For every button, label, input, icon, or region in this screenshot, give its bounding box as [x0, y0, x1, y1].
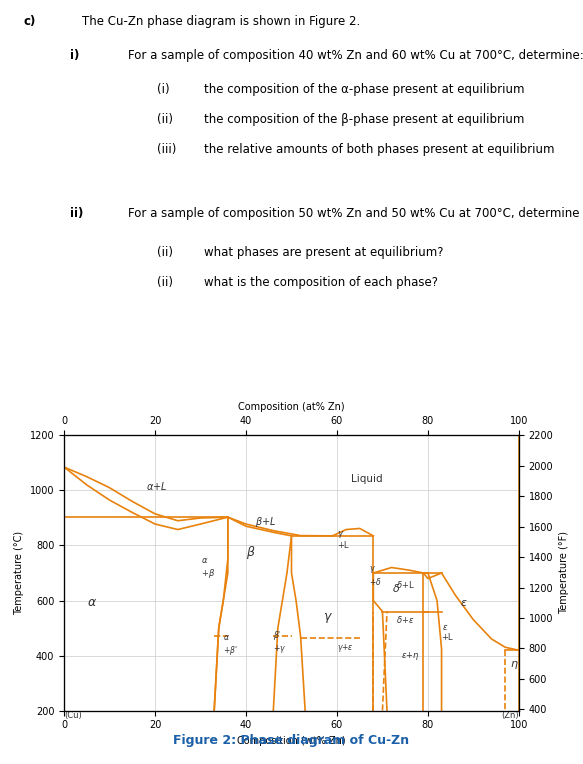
Text: (ii): (ii) [157, 276, 173, 289]
Text: Figure 2: Phase diagram of Cu-Zn: Figure 2: Phase diagram of Cu-Zn [173, 734, 410, 747]
Text: $\alpha$+L: $\alpha$+L [146, 481, 167, 493]
Text: $\beta$'
+$\gamma$: $\beta$' +$\gamma$ [273, 629, 286, 656]
Text: (iii): (iii) [157, 143, 177, 157]
Text: Liquid: Liquid [350, 474, 382, 484]
Text: $\delta$+$\varepsilon$: $\delta$+$\varepsilon$ [396, 613, 415, 624]
Text: For a sample of composition 40 wt% Zn and 60 wt% Cu at 700°C, determine:: For a sample of composition 40 wt% Zn an… [128, 49, 583, 62]
Text: $\beta$: $\beta$ [246, 545, 255, 562]
Text: ii): ii) [70, 207, 83, 221]
Text: $\varepsilon$: $\varepsilon$ [460, 598, 468, 608]
Text: $\gamma$
+$\delta$: $\gamma$ +$\delta$ [369, 564, 381, 588]
Text: the composition of the β-phase present at equilibrium: the composition of the β-phase present a… [204, 113, 525, 126]
X-axis label: Composition (at% Zn): Composition (at% Zn) [238, 402, 345, 413]
Text: $\varepsilon$+$\eta$: $\varepsilon$+$\eta$ [401, 650, 419, 662]
Text: the composition of the α-phase present at equilibrium: the composition of the α-phase present a… [204, 83, 525, 96]
Text: (ii): (ii) [157, 246, 173, 259]
Text: For a sample of composition 50 wt% Zn and 50 wt% Cu at 700°C, determine: For a sample of composition 50 wt% Zn an… [128, 207, 580, 221]
Text: i): i) [70, 49, 79, 62]
Text: (ii): (ii) [157, 113, 173, 126]
Text: $\alpha$
+$\beta$': $\alpha$ +$\beta$' [223, 633, 238, 657]
Text: $\eta$: $\eta$ [510, 659, 518, 671]
Text: $\gamma$
+L: $\gamma$ +L [337, 529, 349, 550]
Y-axis label: Temperature (°F): Temperature (°F) [559, 532, 569, 614]
Text: the relative amounts of both phases present at equilibrium: the relative amounts of both phases pres… [204, 143, 554, 157]
Text: (i): (i) [157, 83, 170, 96]
Text: (Zn): (Zn) [501, 711, 519, 720]
Text: $\beta$+L: $\beta$+L [255, 515, 276, 529]
Text: what phases are present at equilibrium?: what phases are present at equilibrium? [204, 246, 444, 259]
Text: $\gamma$+$\varepsilon$: $\gamma$+$\varepsilon$ [337, 642, 354, 654]
Text: what is the composition of each phase?: what is the composition of each phase? [204, 276, 438, 289]
Text: $\varepsilon$
+L: $\varepsilon$ +L [441, 623, 453, 643]
Text: $\gamma$: $\gamma$ [324, 610, 333, 625]
Text: c): c) [23, 15, 36, 28]
Text: The Cu-Zn phase diagram is shown in Figure 2.: The Cu-Zn phase diagram is shown in Figu… [82, 15, 360, 28]
Text: $\alpha$
+$\beta$: $\alpha$ +$\beta$ [201, 556, 215, 580]
Text: (Cu): (Cu) [64, 711, 82, 720]
Text: $\alpha$: $\alpha$ [87, 596, 97, 609]
Text: $\delta$: $\delta$ [392, 582, 400, 594]
X-axis label: Composition (wt% Zn): Composition (wt% Zn) [237, 736, 346, 746]
Y-axis label: Temperature (°C): Temperature (°C) [14, 531, 24, 615]
Text: $\delta$+L: $\delta$+L [396, 579, 415, 590]
